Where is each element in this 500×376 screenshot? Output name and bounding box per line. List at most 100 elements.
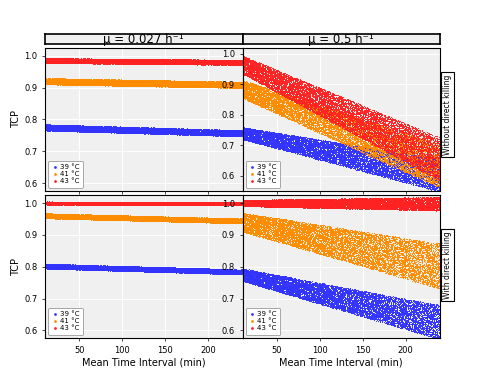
Point [53,122,61,128]
Point [124,265,132,271]
Point [156,83,164,89]
Point [424,275,432,281]
Point [79,212,87,218]
Point [147,83,155,89]
Point [193,200,201,206]
Point [296,204,304,210]
Point [226,61,234,67]
Point [192,215,200,221]
Point [322,113,330,119]
Point [365,246,373,252]
Point [93,200,101,206]
Point [274,132,282,138]
Point [374,132,382,138]
Point [334,97,342,103]
Point [70,59,78,65]
Point [153,130,161,136]
Point [426,312,434,318]
Point [126,263,134,269]
Point [88,200,96,206]
Point [51,263,59,269]
Point [428,143,436,149]
Point [290,233,298,239]
Point [332,130,340,136]
Point [418,204,426,210]
Point [132,126,140,132]
Point [164,59,172,65]
Point [382,202,390,208]
Point [185,202,193,208]
Point [246,203,254,209]
Point [387,300,395,306]
Point [145,267,153,273]
Point [94,264,102,270]
Point [170,199,178,205]
Point [354,203,362,209]
Point [242,200,250,206]
Point [213,201,221,207]
Point [141,200,149,206]
Point [108,126,116,132]
Point [338,110,346,116]
Point [126,77,134,83]
Point [42,127,50,133]
Point [308,111,316,117]
Point [252,61,260,67]
Point [376,293,384,299]
Point [64,201,72,207]
Point [90,81,98,87]
Point [196,218,204,224]
Point [51,126,59,132]
Point [242,203,250,209]
Point [66,213,74,219]
Point [132,266,140,272]
Point [122,214,130,220]
Point [338,203,346,209]
Point [280,201,288,207]
Point [321,252,329,258]
Point [412,271,420,277]
Point [145,58,153,64]
Point [360,200,368,206]
Point [402,268,410,274]
Point [426,247,434,253]
Point [426,150,434,156]
Point [344,297,352,303]
Point [183,79,191,85]
Point [128,58,136,64]
Point [352,200,360,206]
Point [160,200,168,206]
Point [131,58,139,64]
Point [206,57,214,63]
Point [243,228,251,234]
Point [298,116,306,122]
Point [248,74,256,80]
Point [88,127,96,133]
Point [335,250,343,256]
Point [164,199,172,205]
Point [431,173,439,179]
Point [309,136,317,142]
Point [194,199,202,205]
Point [102,267,110,273]
Point [414,202,422,208]
Point [320,147,328,153]
Point [66,201,74,207]
Point [226,267,234,273]
Point [234,81,241,87]
Point [384,195,392,201]
Point [335,197,343,203]
Point [280,202,288,208]
Point [48,211,56,217]
Point [150,128,158,134]
Point [178,265,186,271]
Point [114,77,122,83]
Point [52,199,60,205]
Point [180,215,188,221]
Point [156,80,164,86]
Point [208,219,216,225]
Point [142,82,150,88]
Point [326,108,334,114]
Point [105,200,113,206]
Point [370,166,378,172]
